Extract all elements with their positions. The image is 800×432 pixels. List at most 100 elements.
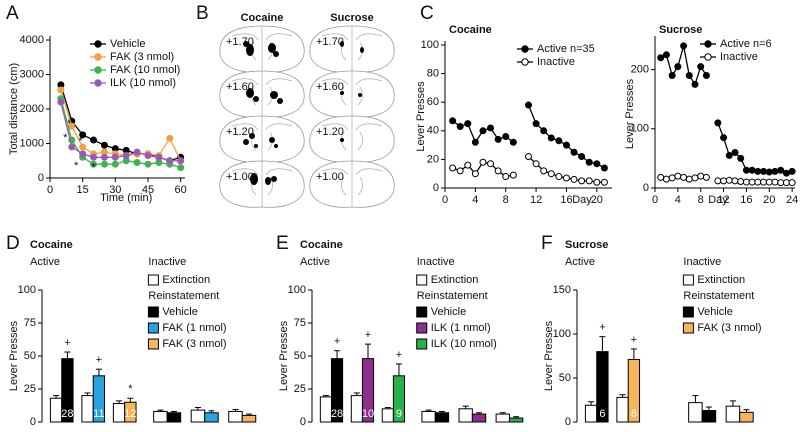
y-tick-label: 0 <box>30 416 36 428</box>
y-tick-label: 0 <box>565 416 571 428</box>
data-point <box>525 101 532 109</box>
y-tick-label: 20 <box>427 153 439 165</box>
y-tick-label: 100 <box>18 284 36 296</box>
n-label: 6 <box>599 408 605 420</box>
level-label: +1.00 <box>226 171 254 183</box>
data-point <box>509 138 517 146</box>
bar <box>471 413 487 423</box>
bar <box>688 402 703 423</box>
legend-swatch <box>682 306 694 318</box>
data-point <box>720 134 728 142</box>
annotation: * <box>91 162 96 174</box>
n-label: 12 <box>124 408 136 420</box>
data-point <box>555 137 563 145</box>
data-point <box>90 136 98 144</box>
x-tick-label: 12 <box>717 194 729 206</box>
x-tick-label: 4 <box>472 194 478 206</box>
data-point <box>166 157 174 165</box>
data-point <box>674 63 682 71</box>
data-point <box>449 164 457 172</box>
brain-detail <box>231 116 293 162</box>
data-point <box>449 117 457 125</box>
data-point <box>155 153 163 161</box>
data-point <box>494 167 502 175</box>
bar <box>153 410 168 423</box>
bar <box>421 410 436 423</box>
subplot-title: Active <box>300 256 330 268</box>
legend-swatch <box>147 322 159 334</box>
data-point <box>782 169 790 177</box>
data-point <box>471 138 479 146</box>
legend-heading: Reinstatement <box>683 290 754 302</box>
data-point <box>674 172 682 180</box>
data-point <box>555 173 563 181</box>
data-point <box>702 173 710 181</box>
bar <box>81 395 94 423</box>
data-point <box>100 141 108 149</box>
data-point <box>144 160 152 168</box>
n-label: 10 <box>362 408 374 420</box>
bar <box>49 397 63 423</box>
x-tick-label: 45 <box>142 184 154 196</box>
brain-detail <box>321 161 383 207</box>
data-point <box>725 151 733 159</box>
y-tick-label: 0 <box>433 182 439 194</box>
legend-label: FAK (10 nmol) <box>110 64 180 76</box>
legend-label: Vehicle <box>697 306 732 318</box>
y-axis-label: Total distance (cm) <box>8 63 20 155</box>
data-point <box>456 167 464 175</box>
data-point <box>532 120 540 128</box>
panel-letter: E <box>276 233 289 254</box>
bar <box>241 414 257 423</box>
data-point <box>777 179 785 187</box>
legend-label: Extinction <box>431 274 479 286</box>
data-point <box>593 160 601 168</box>
y-axis-label: Lever Presses <box>278 320 290 391</box>
y-tick-label: 100 <box>553 328 571 340</box>
data-point <box>714 177 722 185</box>
y-axis-label: Lever Presses <box>415 81 427 152</box>
data-point <box>685 72 693 80</box>
data-point <box>68 143 76 151</box>
bar <box>112 403 126 423</box>
y-tick-label: 4000 <box>20 34 44 46</box>
bar <box>61 358 74 423</box>
bar <box>434 412 450 423</box>
bar <box>350 395 363 423</box>
data-point <box>456 123 464 131</box>
data-point <box>702 72 710 80</box>
legend-marker <box>521 45 529 53</box>
bar <box>319 396 332 423</box>
y-tick-label: 0 <box>300 416 306 428</box>
chart-title: Cocaine <box>449 24 492 36</box>
level-label: +1.20 <box>226 126 254 138</box>
y-tick-label: 60 <box>427 96 439 108</box>
data-point <box>133 158 141 166</box>
bar <box>725 405 741 423</box>
n-label: 28 <box>61 408 73 420</box>
placement <box>277 98 283 104</box>
significance-marker: + <box>64 337 70 349</box>
legend-marker <box>704 40 712 48</box>
bar <box>330 358 344 423</box>
data-point <box>657 54 665 62</box>
data-point <box>122 152 130 160</box>
data-point <box>479 127 487 135</box>
level-label: +1.60 <box>316 81 344 93</box>
bar <box>701 410 717 423</box>
x-tick-label: 8 <box>503 194 509 206</box>
data-point <box>697 172 705 180</box>
panel-letter: B <box>196 3 209 24</box>
legend-label: Active n=35 <box>537 43 595 55</box>
placement <box>249 133 255 139</box>
y-tick-label: 1000 <box>20 137 44 149</box>
data-point <box>668 174 676 182</box>
data-point <box>487 160 495 168</box>
data-point <box>578 177 586 185</box>
data-point <box>90 153 98 161</box>
x-tick-label: 16 <box>740 194 752 206</box>
x-tick-label: 0 <box>652 194 658 206</box>
legend-swatch <box>682 322 694 334</box>
data-point <box>748 178 756 186</box>
